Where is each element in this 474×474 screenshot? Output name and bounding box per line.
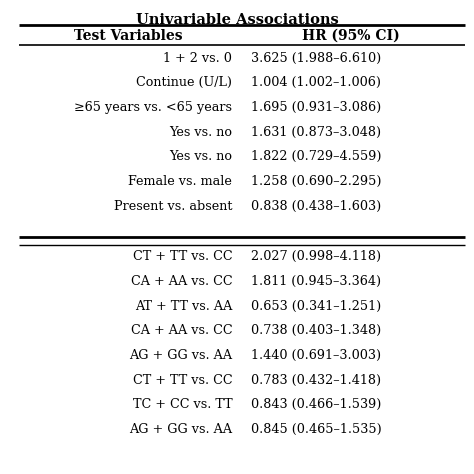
Text: 3.625 (1.988–6.610): 3.625 (1.988–6.610) (251, 52, 382, 65)
Text: 1.822 (0.729–4.559): 1.822 (0.729–4.559) (251, 150, 382, 164)
Text: 0.838 (0.438–1.603): 0.838 (0.438–1.603) (251, 200, 382, 213)
Text: 2.027 (0.998–4.118): 2.027 (0.998–4.118) (251, 250, 382, 264)
Text: 0.845 (0.465–1.535): 0.845 (0.465–1.535) (251, 423, 382, 436)
Text: AT + TT vs. AA: AT + TT vs. AA (135, 300, 232, 313)
Text: Univariable Associations: Univariable Associations (136, 13, 338, 27)
Text: Female vs. male: Female vs. male (128, 175, 232, 188)
Text: Present vs. absent: Present vs. absent (114, 200, 232, 213)
Text: 1.631 (0.873–3.048): 1.631 (0.873–3.048) (251, 126, 382, 139)
Text: 1.695 (0.931–3.086): 1.695 (0.931–3.086) (251, 101, 382, 114)
Text: 0.843 (0.466–1.539): 0.843 (0.466–1.539) (251, 398, 382, 411)
Text: ≥65 years vs. <65 years: ≥65 years vs. <65 years (74, 101, 232, 114)
Text: 1.811 (0.945–3.364): 1.811 (0.945–3.364) (251, 275, 382, 288)
Text: 0.653 (0.341–1.251): 0.653 (0.341–1.251) (251, 300, 382, 313)
Text: CA + AA vs. CC: CA + AA vs. CC (131, 275, 232, 288)
Text: CT + TT vs. CC: CT + TT vs. CC (133, 250, 232, 264)
Text: Continue (U/L): Continue (U/L) (136, 76, 232, 90)
Text: 0.738 (0.403–1.348): 0.738 (0.403–1.348) (251, 324, 382, 337)
Text: CT + TT vs. CC: CT + TT vs. CC (133, 374, 232, 387)
Text: AG + GG vs. AA: AG + GG vs. AA (129, 423, 232, 436)
Text: Yes vs. no: Yes vs. no (169, 150, 232, 164)
Text: 1.440 (0.691–3.003): 1.440 (0.691–3.003) (251, 349, 382, 362)
Text: 1.004 (1.002–1.006): 1.004 (1.002–1.006) (251, 76, 381, 90)
Text: Test Variables: Test Variables (73, 29, 182, 43)
Text: 0.783 (0.432–1.418): 0.783 (0.432–1.418) (251, 374, 382, 387)
Text: 1 + 2 vs. 0: 1 + 2 vs. 0 (164, 52, 232, 65)
Text: CA + AA vs. CC: CA + AA vs. CC (131, 324, 232, 337)
Text: 1.258 (0.690–2.295): 1.258 (0.690–2.295) (251, 175, 382, 188)
Text: AG + GG vs. AA: AG + GG vs. AA (129, 349, 232, 362)
Text: HR (95% CI): HR (95% CI) (302, 29, 400, 43)
Text: TC + CC vs. TT: TC + CC vs. TT (133, 398, 232, 411)
Text: Yes vs. no: Yes vs. no (169, 126, 232, 139)
